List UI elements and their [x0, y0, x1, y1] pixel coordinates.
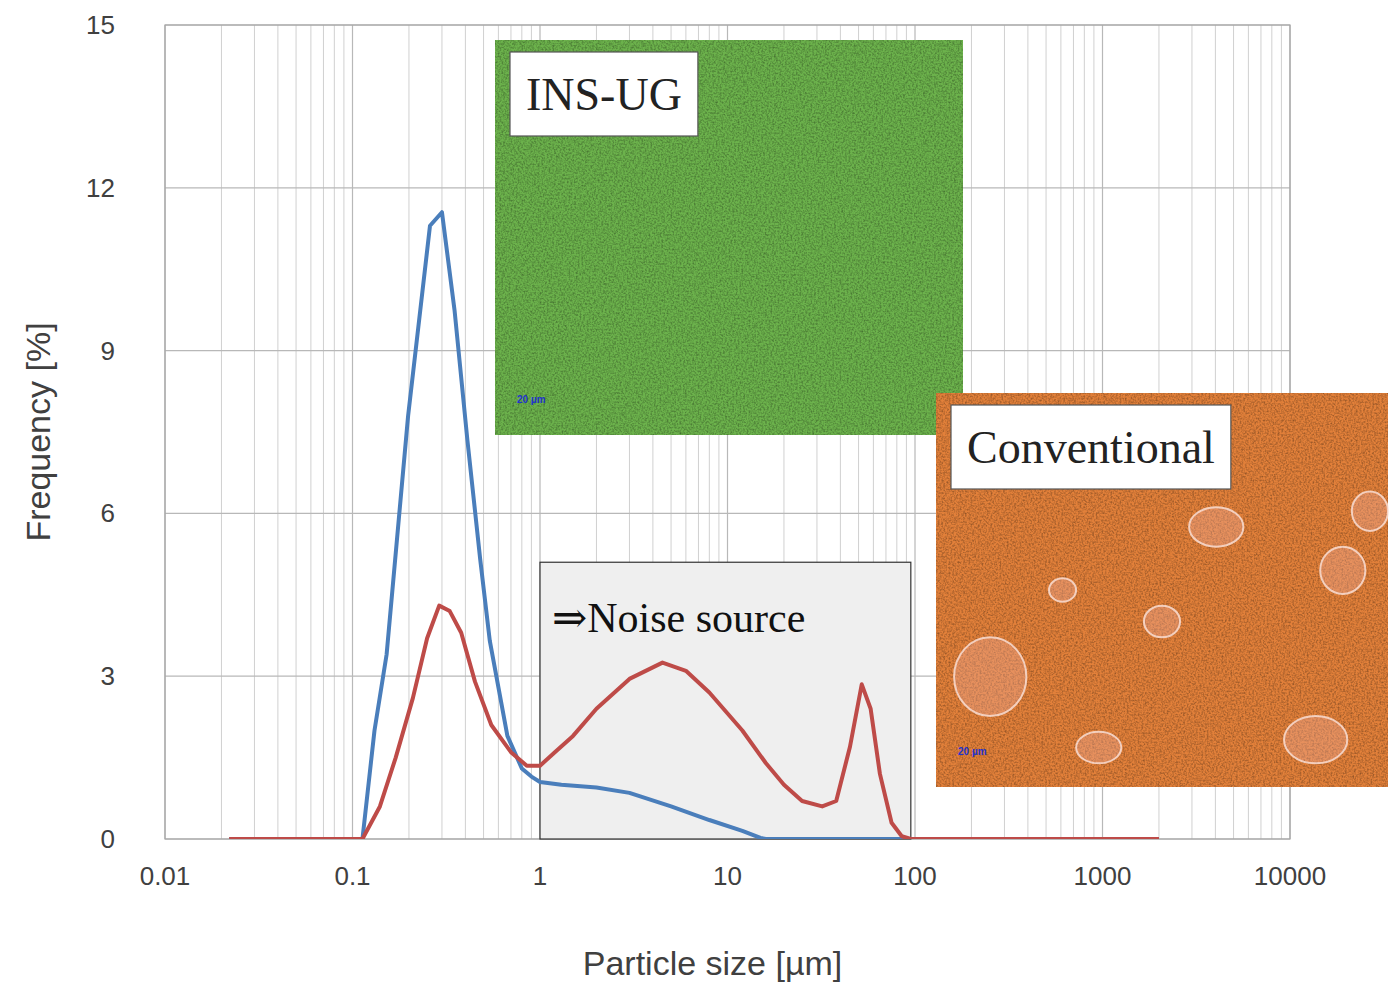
minor-grid-line [310, 25, 311, 839]
y-tick-label: 0 [101, 824, 115, 854]
y-tick-label: 9 [101, 336, 115, 366]
y-tick-label: 15 [86, 10, 115, 40]
micrograph-particle [954, 637, 1026, 716]
inset-label: Conventional [967, 422, 1215, 473]
inset-label: INS-UG [526, 69, 682, 120]
x-tick-label: 1 [533, 861, 547, 891]
scale-label: 20 µm [958, 746, 987, 757]
y-axis-title: Frequency [%] [19, 322, 57, 541]
minor-grid-line [221, 25, 222, 839]
minor-grid-line [277, 25, 278, 839]
scale-label: 20 µm [517, 394, 546, 405]
y-tick-label: 6 [101, 498, 115, 528]
micrograph-inset: Conventional 20 µm [936, 393, 1388, 787]
x-tick-label: 10000 [1254, 861, 1326, 891]
micrograph-texture [495, 40, 963, 435]
micrograph-particle [1076, 732, 1121, 764]
minor-grid-line [441, 25, 442, 839]
x-tick-label: 10 [713, 861, 742, 891]
inset-label-box [510, 52, 698, 136]
micrograph-particle [1049, 578, 1076, 602]
minor-grid-line [296, 25, 297, 839]
y-tick-label: 3 [101, 661, 115, 691]
inset-label-box [951, 405, 1231, 489]
minor-grid-line [343, 25, 344, 839]
x-tick-label: 0.01 [140, 861, 191, 891]
micrograph-particle [1352, 492, 1388, 531]
micrograph-image [936, 393, 1388, 787]
micrograph-inset: INS-UG 20 µm [495, 40, 963, 435]
minor-grid-line [323, 25, 324, 839]
x-tick-label: 0.1 [334, 861, 370, 891]
y-tick-label: 12 [86, 173, 115, 203]
micrograph-particle [1189, 507, 1243, 546]
noise-source-region [540, 562, 911, 839]
x-axis-title: Particle size [µm] [583, 944, 843, 982]
micrograph-particle [1320, 547, 1365, 594]
x-tick-label: 1000 [1074, 861, 1132, 891]
micrograph-particle [1144, 606, 1180, 638]
noise-source-label: ⇒Noise source [552, 595, 805, 641]
minor-grid-line [334, 25, 335, 839]
micrograph-texture [936, 393, 1388, 787]
minor-grid-line [483, 25, 484, 839]
minor-grid-line [254, 25, 255, 839]
micrograph-image [495, 40, 963, 435]
x-grid-line [352, 25, 353, 839]
chart: ⇒Noise source 0.01 0.1 1 10 100 1000 10000 0 3 6 9 1… [0, 0, 1393, 986]
x-tick-label: 100 [893, 861, 936, 891]
micrograph-particle [1284, 716, 1347, 763]
